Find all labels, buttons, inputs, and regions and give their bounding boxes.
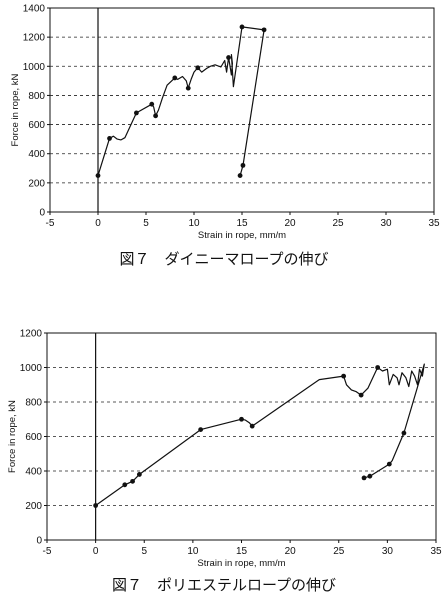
data-point: [226, 55, 231, 60]
x-tick-label: 5: [143, 218, 149, 229]
y-tick-label: 1200: [20, 329, 43, 340]
x-tick-label: -5: [46, 218, 55, 229]
data-point: [93, 503, 99, 508]
y-tick-label: 400: [28, 149, 45, 160]
data-point: [122, 482, 128, 488]
x-tick-label: 10: [188, 218, 200, 229]
data-point: [136, 472, 142, 477]
x-tick-label: 0: [93, 546, 99, 557]
y-tick-label: 0: [36, 536, 42, 547]
y-tick-label: 800: [25, 398, 42, 409]
x-tick-label: 25: [333, 546, 345, 557]
y-tick-label: 1000: [20, 363, 43, 374]
y-tick-label: 600: [28, 120, 45, 131]
data-point: [386, 461, 392, 467]
y-tick-label: 800: [28, 91, 45, 102]
x-tick-label: 5: [141, 546, 147, 557]
y-axis-title: Force in rope, kN: [10, 73, 21, 146]
x-axis-title: Strain in rope, mm/m: [197, 558, 285, 569]
dyneema-chart-caption: 図７ ダイニーマロープの伸び: [119, 250, 329, 268]
data-point: [240, 162, 246, 168]
data-point: [198, 427, 204, 432]
data-point: [153, 113, 159, 119]
x-tick-label: -5: [43, 546, 52, 557]
data-point: [375, 365, 381, 370]
data-point: [195, 65, 201, 71]
data-point: [185, 85, 191, 91]
data-point: [239, 24, 245, 30]
x-tick-label: 15: [236, 546, 248, 557]
data-point: [367, 473, 373, 479]
x-tick-label: 30: [380, 218, 392, 229]
y-tick-label: 200: [25, 501, 42, 512]
x-tick-label: 20: [285, 546, 297, 557]
y-tick-label: 200: [28, 178, 45, 189]
data-point: [130, 478, 135, 484]
x-tick-label: 35: [428, 218, 440, 229]
y-tick-label: 600: [25, 432, 42, 443]
data-point: [361, 475, 367, 481]
y-tick-label: 0: [39, 208, 45, 219]
y-tick-label: 1200: [23, 33, 46, 44]
x-tick-label: 20: [284, 218, 296, 229]
series-line: [95, 363, 425, 506]
data-point: [172, 75, 178, 81]
y-tick-label: 1000: [23, 62, 46, 73]
x-axis-title: Strain in rope, mm/m: [198, 230, 286, 240]
data-point: [239, 416, 244, 422]
data-point: [95, 173, 101, 178]
y-tick-label: 1400: [23, 4, 46, 15]
polyester-chart-caption: 図７ ポリエステルロープの伸び: [111, 576, 337, 594]
x-tick-label: 0: [95, 218, 101, 229]
data-point: [134, 110, 139, 116]
x-tick-label: 30: [382, 546, 394, 557]
plot-frame: [49, 7, 435, 213]
series-line: [97, 26, 265, 176]
data-point: [107, 136, 112, 141]
data-point: [401, 430, 407, 436]
x-tick-label: 10: [187, 546, 199, 557]
data-point: [261, 27, 267, 33]
y-axis-title: Force in rope, kN: [7, 400, 18, 473]
data-point: [237, 173, 243, 178]
data-point: [249, 423, 255, 429]
data-point: [149, 101, 155, 107]
x-tick-label: 25: [332, 218, 344, 229]
data-point: [358, 392, 364, 398]
y-tick-label: 400: [25, 467, 42, 478]
x-tick-label: 15: [236, 218, 248, 229]
data-point: [341, 373, 347, 379]
x-tick-label: 35: [430, 546, 442, 557]
